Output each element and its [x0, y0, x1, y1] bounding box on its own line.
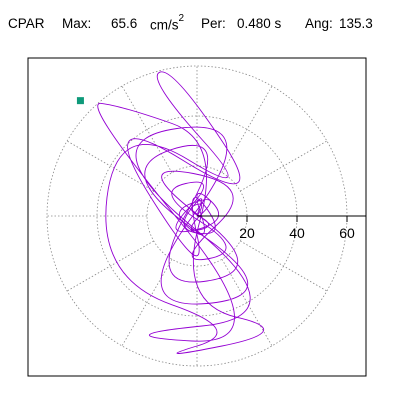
per-label: Per: — [201, 16, 226, 31]
max-unit-exponent: 2 — [178, 13, 185, 24]
grid-spoke-150 — [66, 140, 154, 192]
max-unit: cm/s2 — [150, 13, 185, 33]
grid-spoke-210 — [66, 240, 154, 292]
grid-spoke-330 — [240, 240, 328, 292]
radial-tick-label-40: 40 — [289, 225, 305, 241]
station-code: CPAR — [8, 16, 45, 31]
radial-tick-label-60: 60 — [339, 225, 355, 241]
ang-label: Ang: — [305, 16, 333, 31]
ang-value: 135.3 — [339, 16, 373, 31]
grid-spoke-120 — [121, 85, 173, 173]
peak-marker-layer — [76, 97, 84, 105]
peak-marker — [76, 97, 84, 105]
chart-header: CPAR Max: 65.6 cm/s2 Per: 0.480 s Ang: 1… — [0, 13, 400, 38]
radial-axis: 20 40 60 — [197, 215, 366, 241]
grid-spoke-30 — [240, 140, 328, 192]
max-label: Max: — [62, 16, 92, 31]
max-unit-base: cm/s — [150, 17, 179, 33]
max-value: 65.6 — [111, 16, 138, 31]
grid-spoke-300 — [221, 259, 273, 347]
per-value: 0.480 s — [237, 16, 282, 31]
radial-tick-label-20: 20 — [239, 225, 255, 241]
motion-trace — [97, 71, 265, 354]
grid-spoke-240 — [121, 259, 173, 347]
motion-trace-layer — [97, 71, 265, 354]
grid-spoke-60 — [221, 85, 273, 173]
